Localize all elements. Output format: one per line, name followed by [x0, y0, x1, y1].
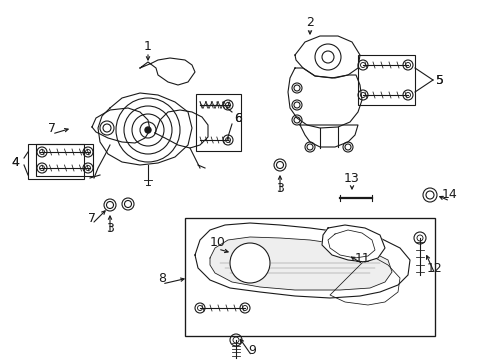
Text: 9: 9 [248, 343, 256, 356]
Text: 6: 6 [234, 112, 242, 125]
Text: 5: 5 [436, 73, 444, 86]
Bar [196, 94, 241, 151]
Text: 1: 1 [144, 40, 152, 53]
Polygon shape [300, 125, 358, 147]
Text: 2: 2 [306, 15, 314, 28]
Text: 10: 10 [210, 237, 226, 249]
Polygon shape [288, 68, 362, 128]
Text: 4: 4 [11, 156, 19, 168]
Text: 3: 3 [106, 221, 114, 234]
Text: 6: 6 [234, 112, 242, 125]
Polygon shape [140, 58, 195, 85]
Polygon shape [210, 237, 392, 290]
Text: 12: 12 [427, 261, 443, 274]
Circle shape [145, 127, 151, 133]
Bar [185, 218, 435, 336]
Text: 7: 7 [48, 122, 56, 135]
Text: 3: 3 [276, 181, 284, 194]
Text: 4: 4 [11, 156, 19, 168]
Polygon shape [92, 108, 150, 143]
Bar [36, 144, 93, 176]
Text: 7: 7 [88, 211, 96, 225]
Circle shape [230, 243, 270, 283]
Polygon shape [322, 225, 385, 262]
Text: 14: 14 [442, 189, 458, 202]
Polygon shape [155, 110, 208, 148]
Text: 11: 11 [355, 252, 371, 265]
Polygon shape [195, 223, 410, 298]
Text: 8: 8 [158, 271, 166, 284]
Text: 5: 5 [436, 73, 444, 86]
Polygon shape [98, 93, 192, 165]
Bar [358, 55, 415, 105]
Bar [28, 144, 84, 179]
Text: 13: 13 [344, 171, 360, 184]
Polygon shape [295, 36, 360, 78]
